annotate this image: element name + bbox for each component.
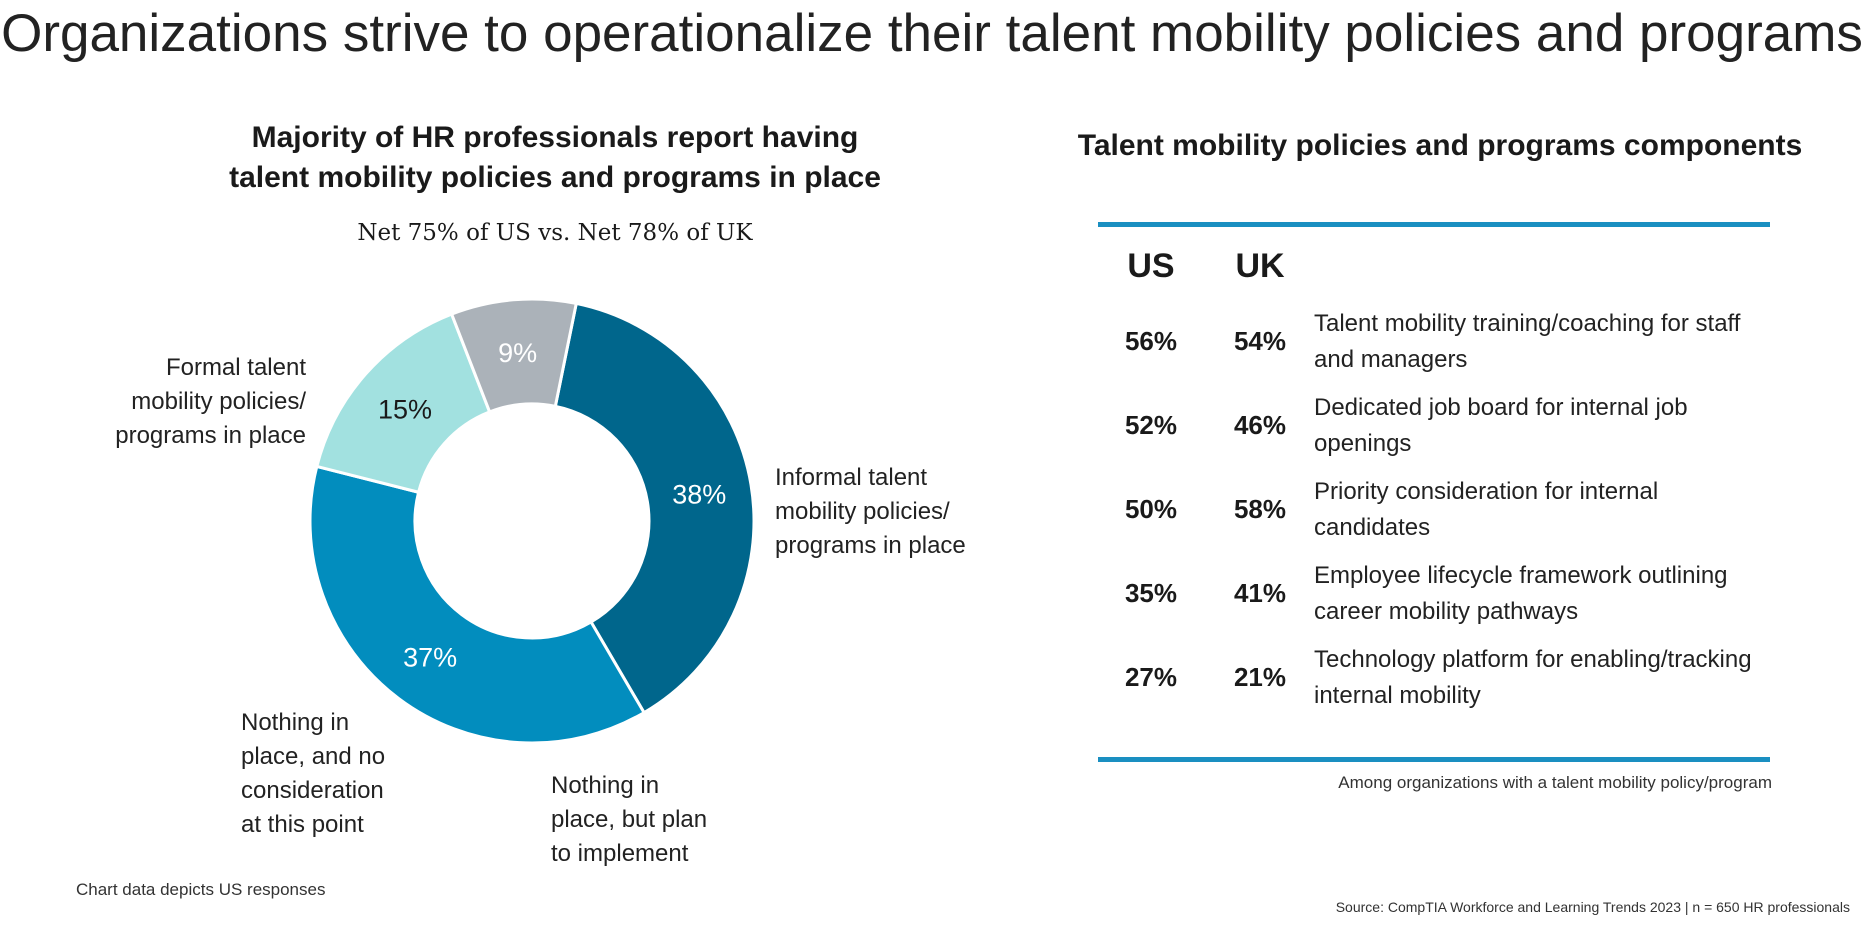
table-top-rule bbox=[1098, 222, 1770, 227]
table-row: 27% 21% Technology platform for enabling… bbox=[1096, 642, 1786, 726]
donut-slice-informal bbox=[308, 464, 647, 745]
row-description: Technology platform for enabling/trackin… bbox=[1314, 646, 1752, 709]
column-header-us: US bbox=[1127, 247, 1175, 285]
us-value: 56% bbox=[1124, 326, 1178, 356]
table-row: 50% 58% Priority consideration for inter… bbox=[1096, 474, 1786, 558]
slice-label-line: Nothing in bbox=[551, 772, 660, 799]
slice-label-line: Nothing in bbox=[241, 709, 350, 736]
uk-value: 21% bbox=[1233, 662, 1287, 692]
uk-value: 46% bbox=[1233, 410, 1287, 440]
donut-chart: 38% 37% 15% 9% bbox=[308, 297, 756, 745]
table-footnote: Among organizations with a talent mobili… bbox=[1338, 773, 1772, 792]
slice-label-line: at this point bbox=[241, 811, 364, 838]
slice-label-line: programs in place bbox=[775, 532, 966, 559]
donut-slice-none bbox=[449, 297, 579, 414]
uk-value: 41% bbox=[1233, 578, 1287, 608]
table-body: 56% 54% Talent mobility training/coachin… bbox=[1096, 306, 1786, 726]
slice-label-line: mobility policies/ bbox=[131, 388, 306, 415]
us-value: 52% bbox=[1124, 410, 1178, 440]
slice-label-line: programs in place bbox=[115, 422, 306, 449]
donut-value-label-formal: 38% bbox=[672, 479, 726, 509]
uk-value: 54% bbox=[1233, 326, 1287, 356]
table-row: 52% 46% Dedicated job board for internal… bbox=[1096, 390, 1786, 474]
slice-label-line: place, and no bbox=[241, 743, 386, 770]
slice-label-line: Informal talent bbox=[775, 464, 928, 491]
slice-label-line: place, but plan bbox=[551, 806, 708, 833]
us-value: 50% bbox=[1124, 494, 1178, 524]
slice-label-plan: Nothing in place, but plan to implement bbox=[551, 769, 707, 871]
chart-title-line-1: Majority of HR professionals report havi… bbox=[251, 121, 859, 154]
slice-label-informal: Informal talent mobility policies/ progr… bbox=[775, 461, 966, 563]
chart-footnote: Chart data depicts US responses bbox=[76, 880, 326, 899]
donut-value-label-none: 9% bbox=[498, 338, 537, 368]
table-row: 35% 41% Employee lifecycle framework out… bbox=[1096, 558, 1786, 642]
slice-label-formal: Formal talent mobility policies/ program… bbox=[115, 351, 306, 453]
column-header-uk: UK bbox=[1235, 247, 1285, 285]
chart-title: Majority of HR professionals report havi… bbox=[150, 118, 960, 198]
slice-label-line: Formal talent bbox=[165, 354, 306, 381]
uk-value: 58% bbox=[1233, 494, 1287, 524]
slice-label-none: Nothing in place, and no consideration a… bbox=[241, 706, 385, 842]
table-bottom-rule bbox=[1098, 757, 1770, 762]
table-row: 56% 54% Talent mobility training/coachin… bbox=[1096, 306, 1786, 390]
slice-label-line: to implement bbox=[551, 840, 689, 867]
donut-value-label-plan: 15% bbox=[378, 395, 432, 425]
donut-slice-formal bbox=[553, 301, 756, 715]
slice-label-line: consideration bbox=[241, 777, 384, 804]
row-description: Employee lifecycle framework outlining c… bbox=[1314, 562, 1728, 625]
row-description: Dedicated job board for internal job ope… bbox=[1314, 394, 1688, 457]
chart-subtitle: Net 75% of US vs. Net 78% of UK bbox=[357, 220, 753, 246]
row-description: Priority consideration for internal cand… bbox=[1314, 478, 1659, 541]
slice-label-line: mobility policies/ bbox=[775, 498, 950, 525]
donut-value-label-informal: 37% bbox=[403, 642, 457, 672]
row-description: Talent mobility training/coaching for st… bbox=[1314, 310, 1741, 373]
us-value: 35% bbox=[1124, 578, 1178, 608]
slide-title: Organizations strive to operationalize t… bbox=[1, 4, 1863, 63]
us-value: 27% bbox=[1124, 662, 1178, 692]
donut-slice-plan bbox=[314, 312, 492, 495]
table-title: Talent mobility policies and programs co… bbox=[1077, 129, 1803, 162]
chart-title-line-2: talent mobility policies and programs in… bbox=[229, 161, 881, 194]
source-note: Source: CompTIA Workforce and Learning T… bbox=[1335, 899, 1850, 915]
